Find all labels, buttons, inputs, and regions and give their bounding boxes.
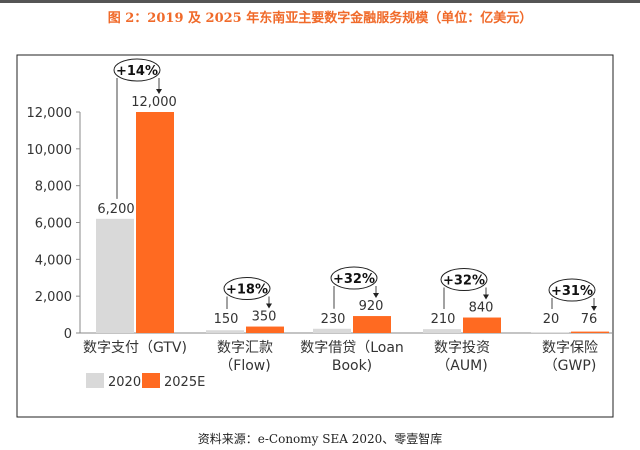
category-label: 数字支付（GTV) <box>83 340 187 356</box>
growth-arrow-head <box>591 306 597 311</box>
growth-ellipse <box>330 266 378 290</box>
growth-ellipse <box>440 268 488 292</box>
legend-swatch-2025e <box>142 373 160 388</box>
data-label-2025e: 840 <box>469 301 494 316</box>
bar-2020 <box>423 329 461 333</box>
data-label-2025e: 920 <box>359 299 384 314</box>
growth-arrow-head <box>483 294 489 300</box>
category-label: 数字汇款 <box>217 340 273 356</box>
y-tick-label: 10,000 <box>27 143 73 158</box>
y-tick-label: 12,000 <box>27 106 73 121</box>
bar-2025e <box>353 316 391 333</box>
bar-2025e <box>463 317 501 333</box>
bar-2025e <box>571 331 609 333</box>
growth-ellipse <box>548 278 596 302</box>
y-tick-label: 8,000 <box>35 180 72 195</box>
legend-swatch-2020 <box>86 373 104 388</box>
legend-label-2020: 2020 <box>108 375 141 390</box>
bar-2020 <box>206 330 244 333</box>
growth-label: +32% <box>333 272 375 287</box>
top-border <box>0 0 640 3</box>
legend-label-2025e: 2025E <box>164 375 205 390</box>
chart-frame <box>16 54 614 418</box>
chart-title: 图 2：2019 及 2025 年东南亚主要数字金融服务规模（单位：亿美元） <box>107 11 533 26</box>
category-label: 数字投资 <box>434 340 490 356</box>
growth-label: +14% <box>116 64 158 79</box>
growth-ellipse <box>223 277 271 301</box>
data-label-2020: 6,200 <box>97 202 134 217</box>
y-tick-label: 2,000 <box>35 290 72 305</box>
growth-label: +18% <box>226 283 268 298</box>
data-label-2020: 210 <box>431 312 456 327</box>
data-label-2025e: 76 <box>581 312 598 327</box>
data-label-2020: 20 <box>543 312 560 327</box>
data-label-2025e: 350 <box>252 310 277 325</box>
category-label: （Flow) <box>219 358 270 374</box>
growth-arrow-head <box>156 89 162 94</box>
growth-arrow-head <box>266 303 272 309</box>
category-label: 数字借贷（Loan <box>300 340 404 356</box>
category-label: Book) <box>332 358 372 374</box>
bar-2020 <box>96 218 134 333</box>
category-label: 数字保险 <box>542 340 598 356</box>
bar-2025e <box>246 326 284 333</box>
growth-label: +31% <box>551 284 593 299</box>
y-tick-label: 6,000 <box>35 217 72 232</box>
growth-ellipse <box>113 58 161 82</box>
growth-label: +32% <box>443 274 485 289</box>
source-note: 资料来源：e-Conomy SEA 2020、零壹智库 <box>197 432 443 446</box>
data-label-2020: 150 <box>214 312 239 327</box>
y-tick-label: 4,000 <box>35 253 72 268</box>
y-tick-label: 0 <box>64 327 72 342</box>
bar-2020 <box>313 328 351 333</box>
bar-2025e <box>136 112 174 333</box>
data-label-2020: 230 <box>321 312 346 327</box>
category-label: （GWP) <box>544 358 597 374</box>
data-label-2025e: 12,000 <box>131 95 177 110</box>
category-label: （AUM) <box>436 358 487 374</box>
growth-arrow-head <box>373 293 379 299</box>
